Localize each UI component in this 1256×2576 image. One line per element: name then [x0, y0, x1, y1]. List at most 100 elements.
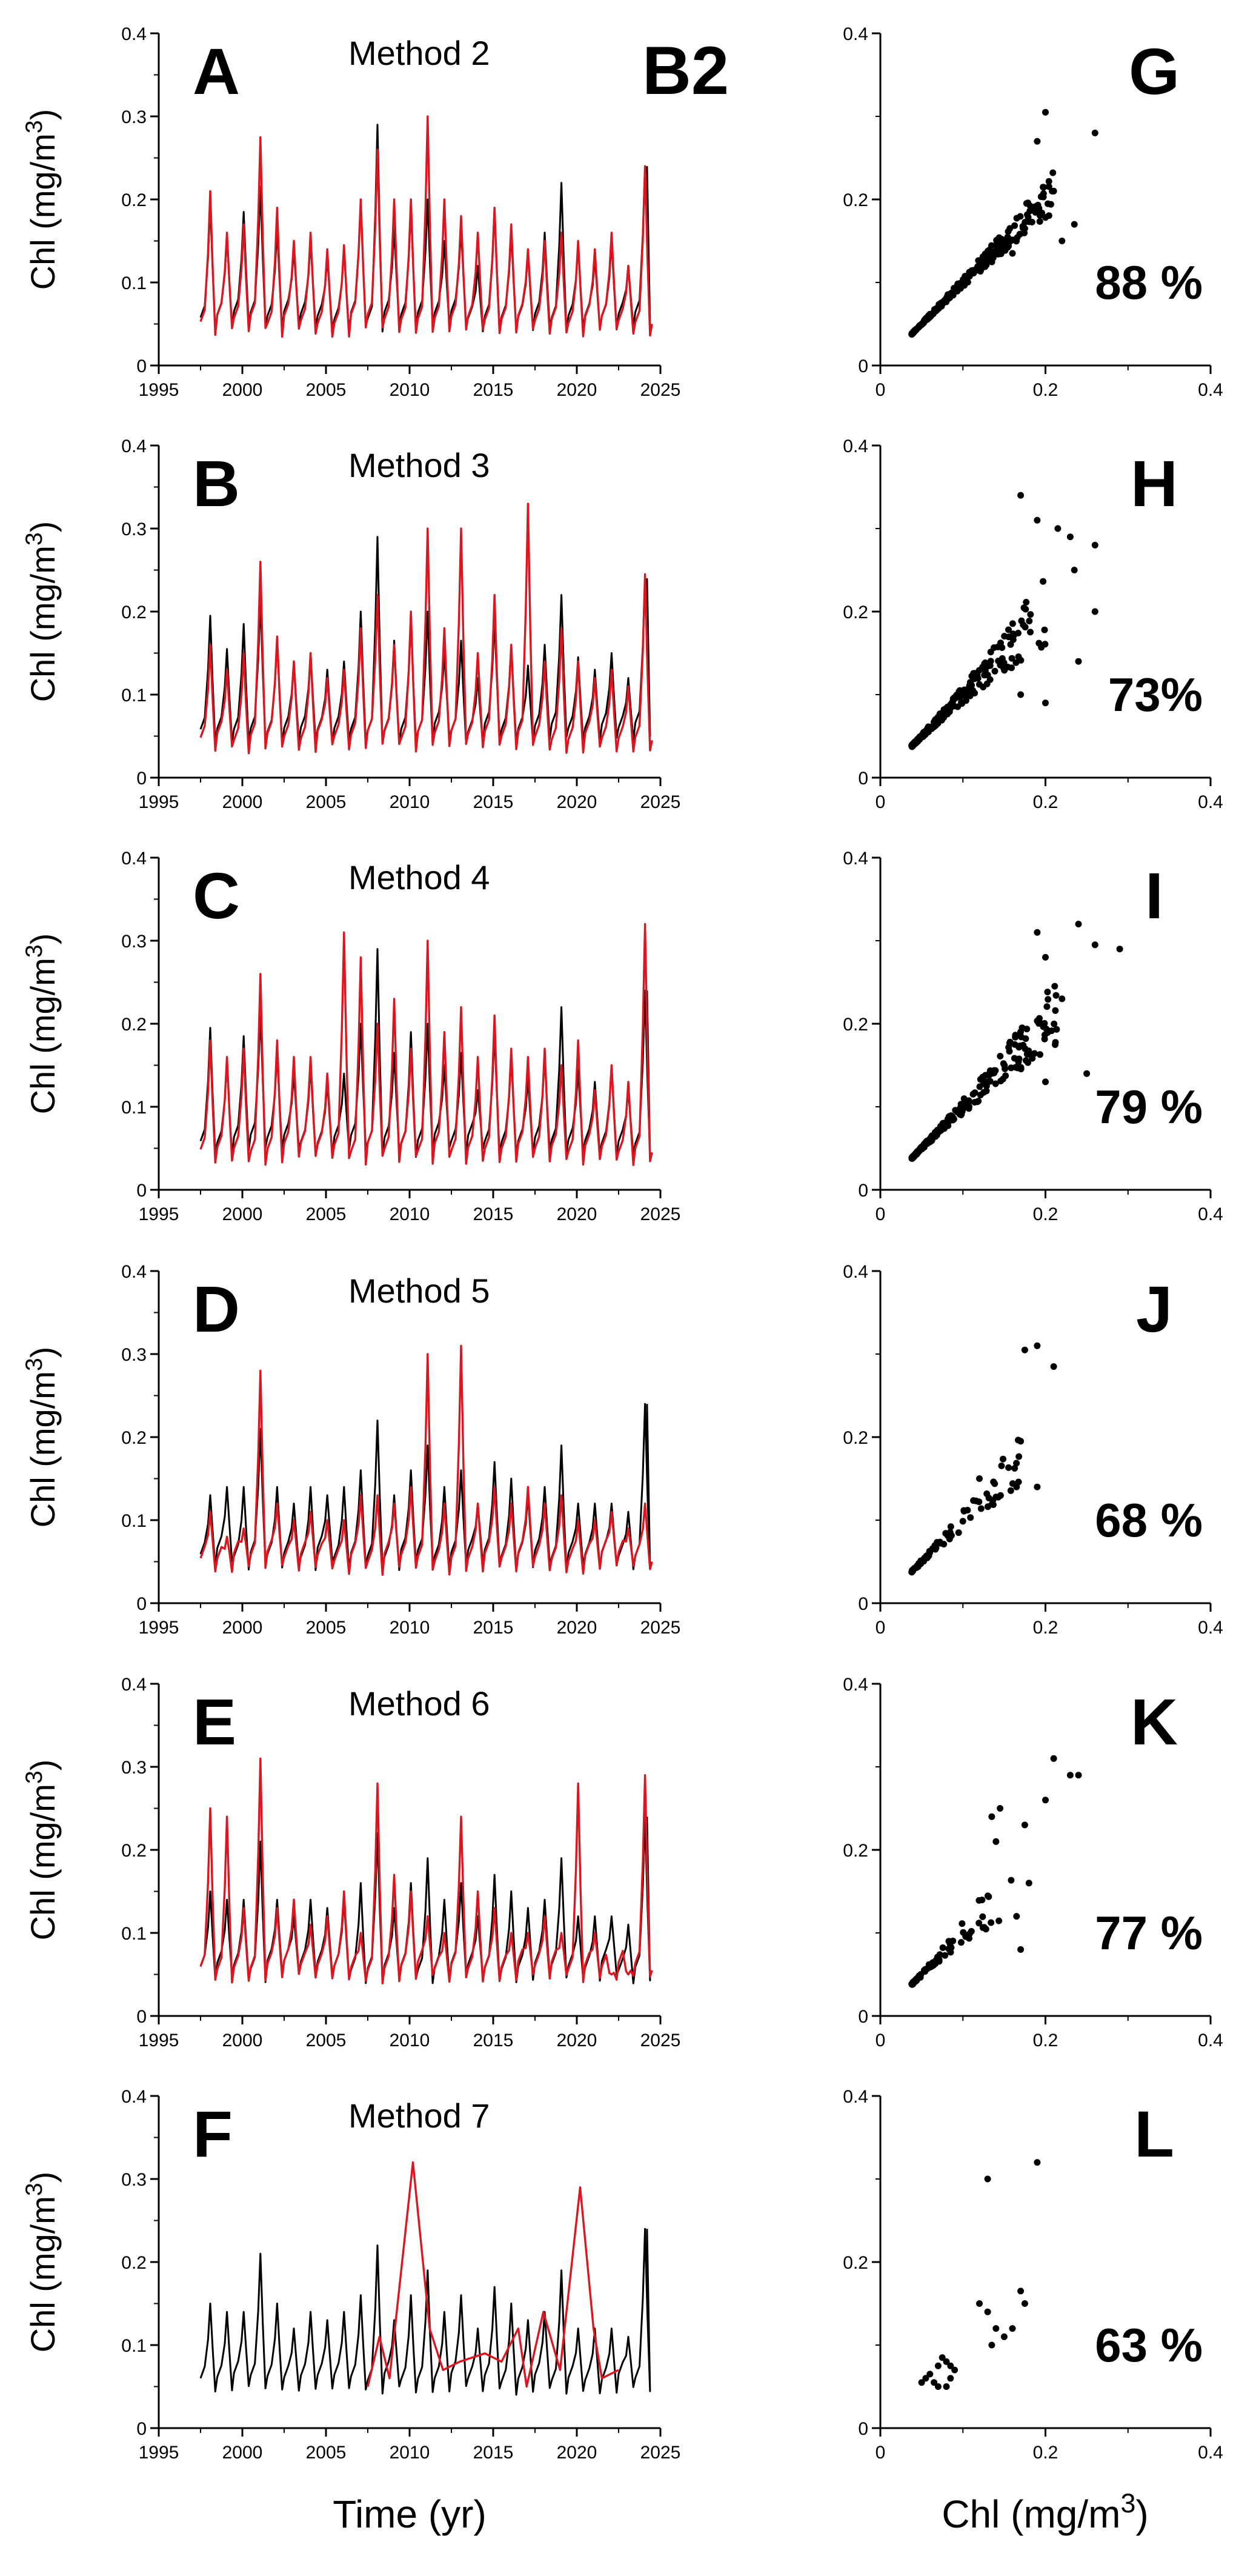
scatter-point: [1036, 218, 1043, 225]
scatter-point: [908, 742, 915, 750]
scatter-point: [1045, 183, 1052, 190]
y-tick-label: 0.4: [843, 1262, 868, 1282]
scatter-point: [1034, 516, 1041, 524]
y-tick-label: 0: [136, 769, 147, 789]
scatter-point: [922, 2375, 929, 2382]
scatter-point: [1017, 1029, 1024, 1035]
scatter-point: [914, 738, 921, 745]
scatter-point: [1037, 1051, 1043, 1058]
x-tick-label: 0.4: [1198, 2443, 1223, 2463]
scatter-point: [1016, 230, 1023, 238]
scatter-point: [966, 1935, 972, 1942]
x-tick-label: 2010: [390, 2443, 430, 2463]
panel-L: 0 0.2 0.4 0 0.2 0.4 L 63 % Chl (mg/m3): [843, 2087, 1223, 2536]
scatter-point: [990, 1478, 997, 1486]
scatter-point: [980, 1924, 988, 1931]
panel-letter: F: [193, 2097, 233, 2171]
scatter-point: [946, 1940, 954, 1947]
scatter-point: [972, 1497, 980, 1504]
y-axis-label: Chl (mg/m3): [21, 1347, 62, 1528]
percentage-label: 77 %: [1095, 1906, 1203, 1960]
scatter-point: [977, 1505, 985, 1512]
scatter-point: [954, 282, 961, 289]
scatter-point: [992, 1080, 999, 1087]
scatter-point: [943, 2358, 950, 2365]
method-label: Method 5: [348, 1272, 490, 1310]
panel-K: 0 0.2 0.4 0 0.2 0.4 K 77 %: [843, 1675, 1223, 2050]
scatter-point: [1005, 633, 1012, 641]
x-tick-label: 2000: [222, 380, 263, 400]
x-tick-label: 0.4: [1198, 792, 1223, 812]
scatter-point: [988, 242, 995, 249]
x-tick-label: 0.2: [1033, 792, 1058, 812]
scatter-point: [947, 2362, 954, 2369]
scatter-point: [997, 1053, 1004, 1059]
y-tick-label: 0.4: [121, 1675, 147, 1695]
scatter-point: [991, 667, 998, 675]
x-tick-label: 0.2: [1033, 2030, 1058, 2050]
scatter-point: [1008, 1064, 1015, 1072]
scatter-point: [1007, 641, 1014, 648]
panel-letter: G: [1129, 35, 1180, 108]
y-tick-label: 0: [858, 1594, 868, 1614]
scatter-point: [999, 241, 1006, 248]
scatter-point: [946, 1529, 954, 1536]
scatter-point: [934, 2383, 942, 2390]
scatter-point: [958, 698, 965, 706]
x-tick-label: 0: [876, 2443, 886, 2463]
scatter-point: [1091, 608, 1098, 615]
scatter-point: [1058, 238, 1066, 244]
scatter-point: [974, 671, 981, 678]
scatter-point: [954, 287, 961, 295]
panel-H: 0 0.2 0.4 0 0.2 0.4 H 73%: [843, 436, 1223, 812]
scatter-point: [1053, 1026, 1060, 1033]
panel-letter: A: [193, 35, 240, 108]
scatter-point: [918, 2379, 925, 2386]
scatter-point: [1034, 2159, 1041, 2166]
scatter-point: [952, 1107, 959, 1114]
x-tick-label: 2000: [222, 1618, 263, 1638]
scatter-point: [909, 1566, 916, 1573]
y-axis-label: Chl (mg/m3): [21, 1760, 62, 1941]
scatter-point: [936, 1538, 943, 1546]
scatter-point: [1071, 221, 1078, 228]
y-tick-label: 0.2: [843, 190, 868, 210]
x-tick-label: 2020: [557, 792, 597, 812]
y-tick-label: 0.4: [121, 24, 147, 44]
scatter-point: [925, 1138, 932, 1146]
scatter-point: [1005, 626, 1012, 633]
scatter-point: [1044, 989, 1051, 996]
scatter-point: [947, 1523, 954, 1530]
scatter-point: [948, 1113, 955, 1120]
scatter-point: [1052, 1041, 1058, 1048]
scatter-point: [1025, 199, 1032, 207]
method-label: Method 3: [348, 446, 490, 484]
scatter-point: [939, 1121, 946, 1129]
series-line-model: [199, 1344, 653, 1576]
scatter-point: [1027, 611, 1034, 618]
y-tick-label: 0: [136, 356, 147, 376]
scatter-point: [911, 1153, 918, 1160]
x-tick-label: 0.4: [1198, 2030, 1223, 2050]
figure-label: B2: [642, 33, 729, 108]
scatter-point: [1071, 567, 1078, 573]
scatter-point: [1043, 1003, 1051, 1010]
scatter-point: [993, 241, 1000, 249]
scatter-point: [924, 1965, 931, 1972]
scatter-point: [1050, 187, 1057, 195]
percentage-label: 63 %: [1095, 2318, 1203, 2372]
scatter-point: [1075, 921, 1082, 928]
scatter-point: [976, 1083, 983, 1090]
series-line-observed: [199, 2227, 651, 2396]
panel-letter: H: [1131, 447, 1178, 520]
x-tick-label: 2020: [557, 1204, 597, 1224]
scatter-point: [1051, 983, 1058, 990]
scatter-point: [1034, 1483, 1041, 1490]
scatter-point: [1032, 203, 1038, 210]
scatter-point: [1075, 1772, 1082, 1779]
scatter-point: [1091, 129, 1098, 136]
scatter-point: [988, 1813, 995, 1820]
panel-letter: D: [193, 1272, 240, 1346]
x-tick-label: 1995: [139, 792, 179, 812]
scatter-point: [977, 265, 985, 273]
